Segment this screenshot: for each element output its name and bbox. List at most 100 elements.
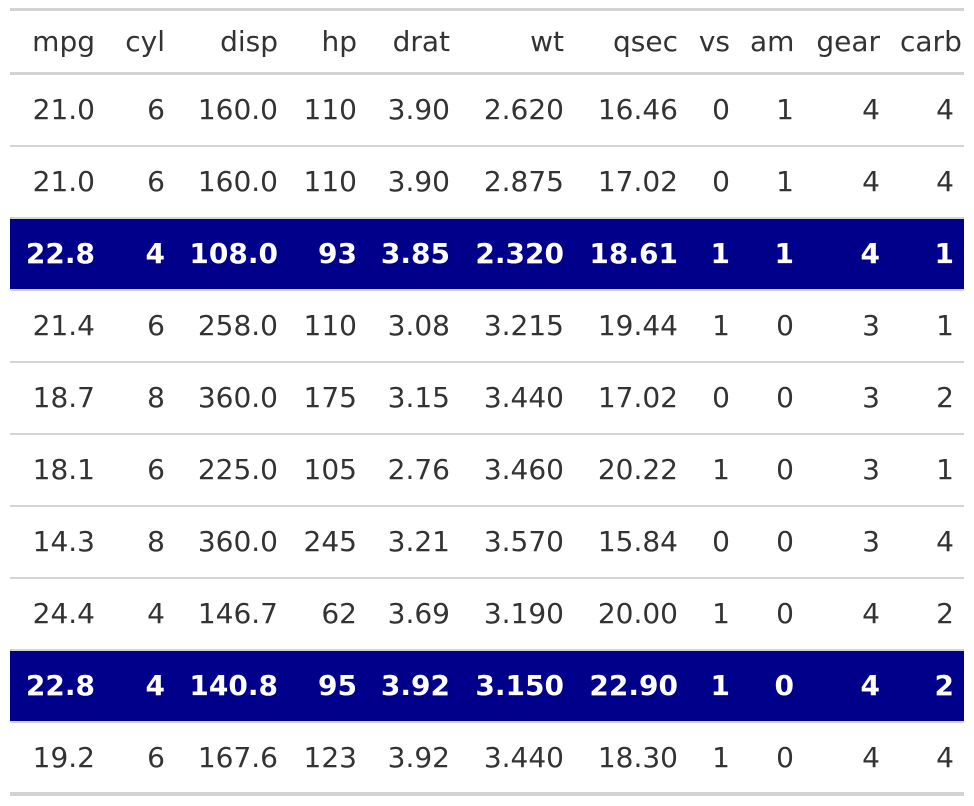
table-row: 14.3 8 360.0 245 3.21 3.570 15.84 0 0 3 4	[10, 505, 964, 579]
cell-qsec: 20.22	[574, 433, 688, 507]
cell-drat: 3.08	[367, 289, 460, 363]
cell-drat: 3.92	[367, 649, 460, 723]
cell-mpg: 21.0	[10, 145, 105, 219]
cell-cyl: 6	[105, 73, 175, 147]
cell-vs: 0	[688, 505, 740, 579]
cell-hp: 95	[288, 649, 367, 723]
cell-cyl: 8	[105, 505, 175, 579]
cell-disp: 108.0	[175, 217, 288, 291]
cell-qsec: 17.02	[574, 145, 688, 219]
data-table-container: mpg cyl disp hp drat wt qsec vs am gear carb 21.0 6…	[10, 8, 964, 796]
cell-mpg: 21.0	[10, 73, 105, 147]
cell-mpg: 14.3	[10, 505, 105, 579]
cell-qsec: 20.00	[574, 577, 688, 651]
cell-mpg: 21.4	[10, 289, 105, 363]
cell-carb: 4	[890, 73, 964, 147]
cell-hp: 123	[288, 721, 367, 796]
cell-cyl: 6	[105, 433, 175, 507]
cell-wt: 2.875	[460, 145, 574, 219]
cell-mpg: 18.7	[10, 361, 105, 435]
cell-hp: 245	[288, 505, 367, 579]
cell-hp: 175	[288, 361, 367, 435]
cell-hp: 110	[288, 73, 367, 147]
column-header-wt: wt	[530, 25, 564, 58]
cell-qsec: 16.46	[574, 73, 688, 147]
cell-disp: 225.0	[175, 433, 288, 507]
cell-vs: 0	[688, 73, 740, 147]
cell-mpg: 22.8	[10, 217, 105, 291]
cell-gear: 3	[804, 361, 890, 435]
cell-wt: 3.150	[460, 649, 574, 723]
cell-cyl: 8	[105, 361, 175, 435]
cell-vs: 0	[688, 145, 740, 219]
cell-vs: 0	[688, 361, 740, 435]
cell-disp: 360.0	[175, 505, 288, 579]
cell-hp: 110	[288, 289, 367, 363]
cell-disp: 146.7	[175, 577, 288, 651]
cell-drat: 3.21	[367, 505, 460, 579]
cell-drat: 3.15	[367, 361, 460, 435]
cell-disp: 258.0	[175, 289, 288, 363]
cell-wt: 3.570	[460, 505, 574, 579]
table-row: 18.7 8 360.0 175 3.15 3.440 17.02 0 0 3 2	[10, 361, 964, 435]
cell-carb: 1	[890, 217, 964, 291]
cell-mpg: 18.1	[10, 433, 105, 507]
cell-carb: 2	[890, 361, 964, 435]
cell-am: 0	[740, 361, 804, 435]
cell-gear: 4	[804, 217, 890, 291]
column-header-carb: carb	[900, 25, 962, 58]
data-table: mpg cyl disp hp drat wt qsec vs am gear carb 21.0 6…	[10, 8, 964, 796]
cell-drat: 3.90	[367, 145, 460, 219]
header-row: mpg cyl disp hp drat wt qsec vs am gear carb	[10, 9, 964, 74]
cell-wt: 2.320	[460, 217, 574, 291]
cell-disp: 160.0	[175, 73, 288, 147]
cell-mpg: 24.4	[10, 577, 105, 651]
column-header-qsec: qsec	[613, 25, 678, 58]
cell-mpg: 19.2	[10, 721, 105, 796]
cell-wt: 3.440	[460, 721, 574, 796]
cell-carb: 2	[890, 649, 964, 723]
cell-cyl: 6	[105, 721, 175, 796]
cell-gear: 3	[804, 505, 890, 579]
cell-qsec: 19.44	[574, 289, 688, 363]
cell-vs: 1	[688, 577, 740, 651]
table-row: 18.1 6 225.0 105 2.76 3.460 20.22 1 0 3 1	[10, 433, 964, 507]
column-header-hp: hp	[321, 25, 357, 58]
cell-vs: 1	[688, 289, 740, 363]
cell-am: 1	[740, 73, 804, 147]
cell-qsec: 15.84	[574, 505, 688, 579]
table-row: 21.0 6 160.0 110 3.90 2.620 16.46 0 1 4 4	[10, 73, 964, 147]
cell-gear: 4	[804, 73, 890, 147]
cell-gear: 4	[804, 721, 890, 796]
cell-gear: 3	[804, 289, 890, 363]
cell-disp: 160.0	[175, 145, 288, 219]
cell-gear: 3	[804, 433, 890, 507]
cell-am: 0	[740, 433, 804, 507]
column-header-disp: disp	[220, 25, 278, 58]
cell-hp: 110	[288, 145, 367, 219]
column-header-cyl: cyl	[125, 25, 165, 58]
cell-drat: 3.90	[367, 73, 460, 147]
column-header-drat: drat	[392, 25, 450, 58]
cell-carb: 2	[890, 577, 964, 651]
cell-cyl: 4	[105, 577, 175, 651]
cell-disp: 360.0	[175, 361, 288, 435]
table-header: mpg cyl disp hp drat wt qsec vs am gear carb	[10, 9, 964, 74]
cell-drat: 2.76	[367, 433, 460, 507]
cell-mpg: 22.8	[10, 649, 105, 723]
table-row: 19.2 6 167.6 123 3.92 3.440 18.30 1 0 4 4	[10, 721, 964, 796]
cell-gear: 4	[804, 577, 890, 651]
table-row: 21.0 6 160.0 110 3.90 2.875 17.02 0 1 4 4	[10, 145, 964, 219]
cell-carb: 1	[890, 289, 964, 363]
cell-wt: 2.620	[460, 73, 574, 147]
cell-cyl: 4	[105, 217, 175, 291]
table-row: 24.4 4 146.7 62 3.69 3.190 20.00 1 0 4 2	[10, 577, 964, 651]
column-header-am: am	[750, 25, 795, 58]
cell-qsec: 22.90	[574, 649, 688, 723]
table-row-highlighted: 22.8 4 108.0 93 3.85 2.320 18.61 1 1 4 1	[10, 217, 964, 291]
cell-cyl: 6	[105, 289, 175, 363]
cell-am: 1	[740, 217, 804, 291]
cell-cyl: 6	[105, 145, 175, 219]
cell-vs: 1	[688, 649, 740, 723]
cell-am: 0	[740, 649, 804, 723]
